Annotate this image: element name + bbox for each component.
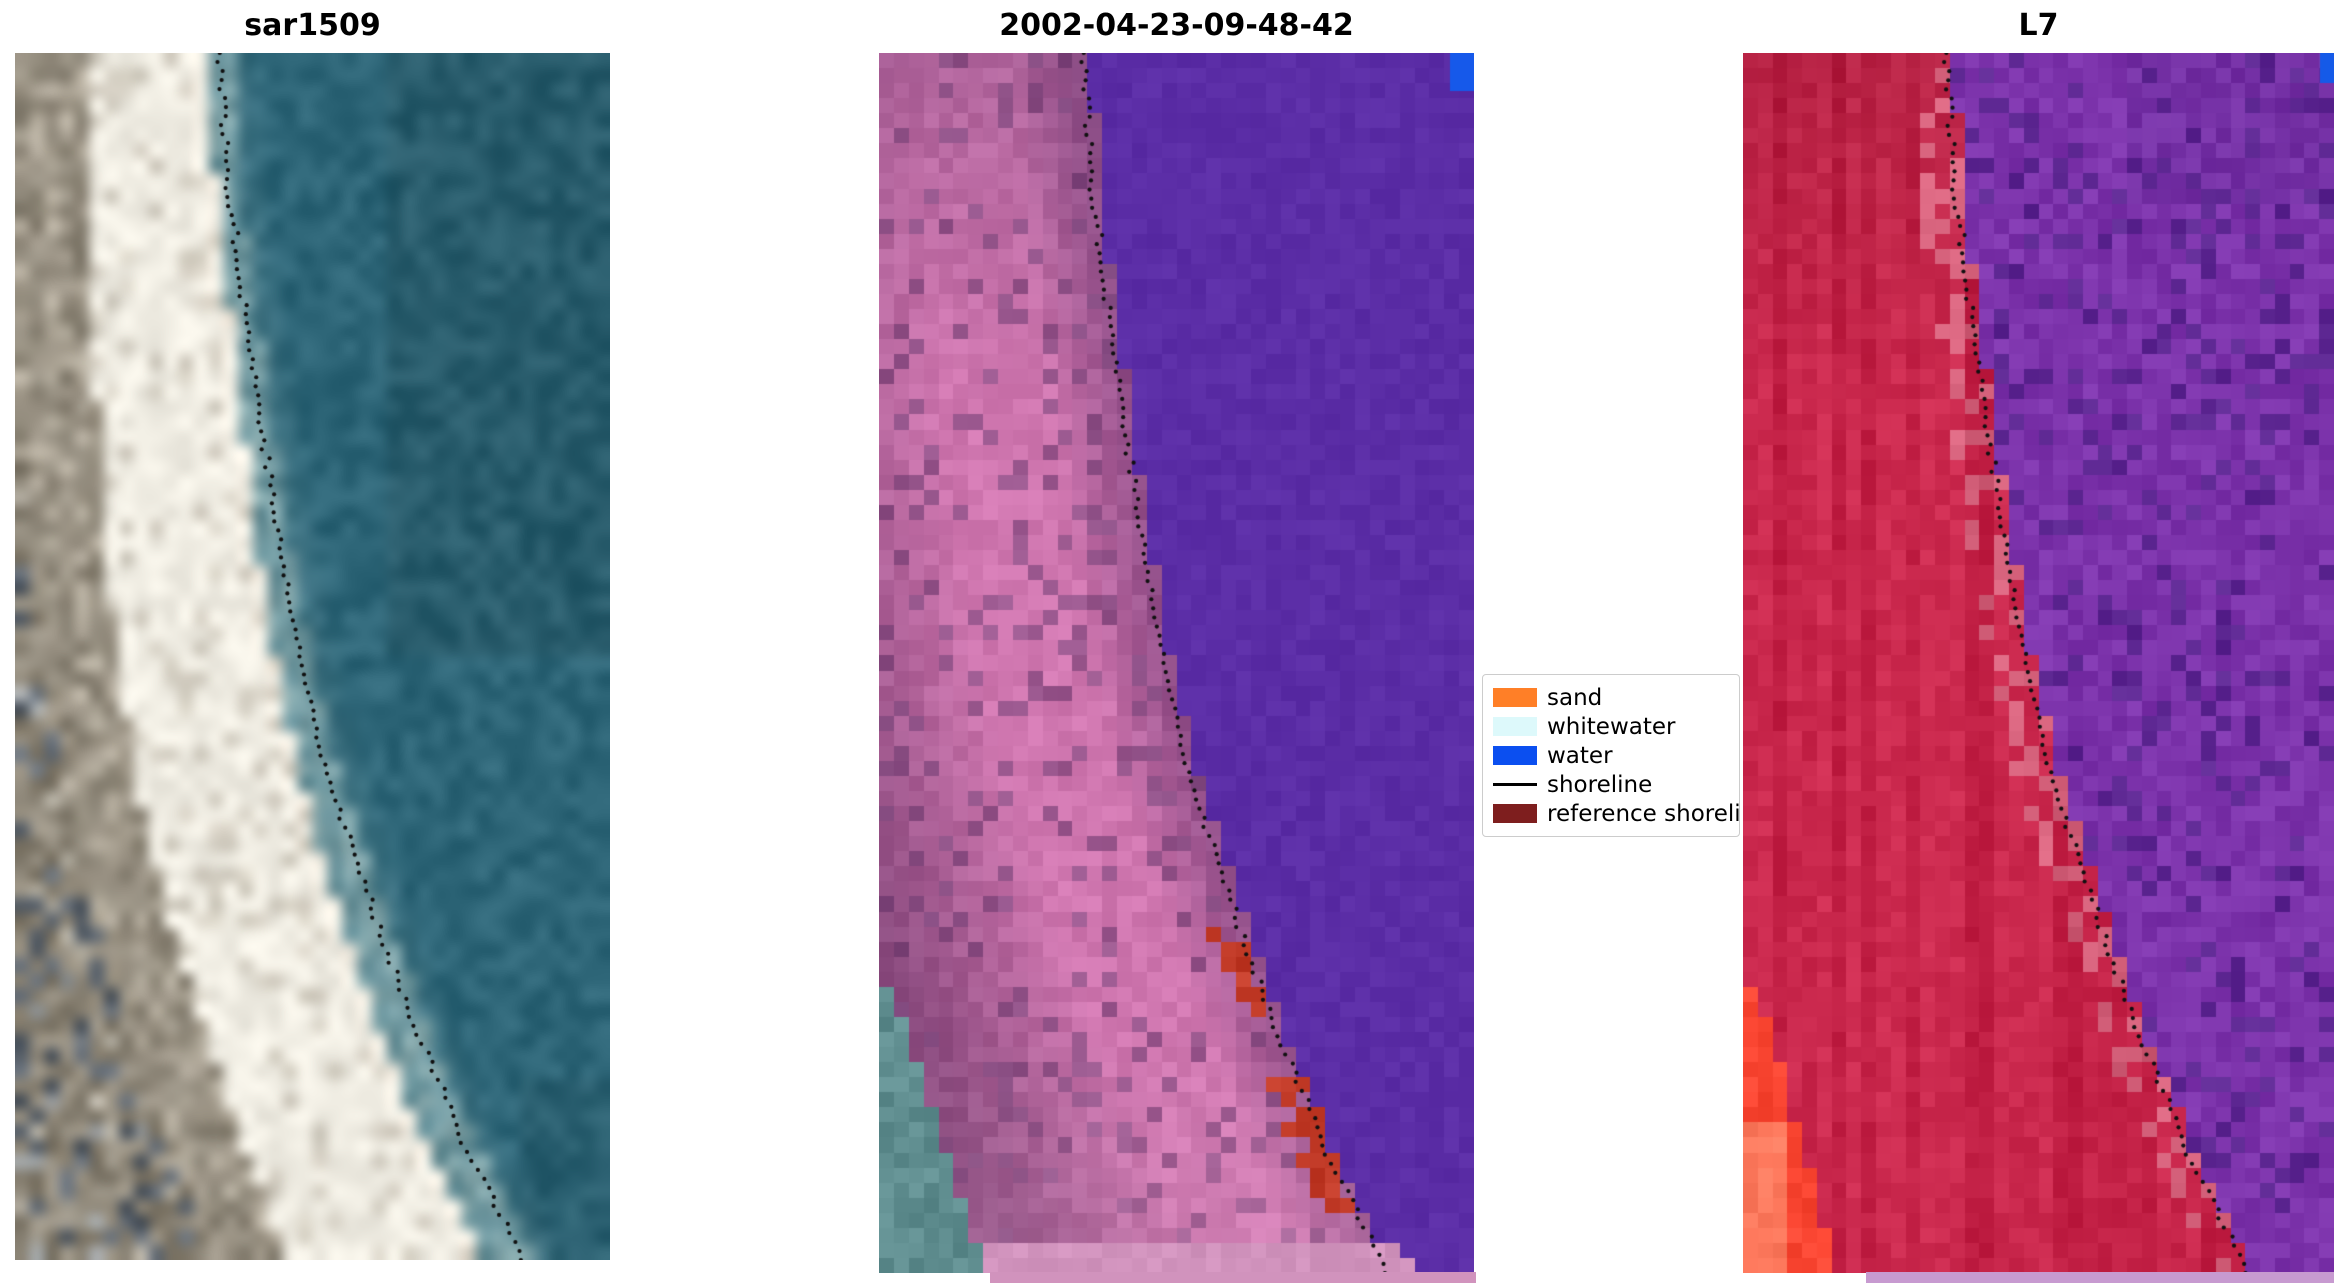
sand-swatch xyxy=(1493,688,1537,707)
shoreline-swatch xyxy=(1493,783,1537,786)
classified-image-2002-04-23 xyxy=(879,53,1474,1273)
legend-item-water: water xyxy=(1493,741,1739,770)
satellite-image-l7 xyxy=(1743,53,2334,1273)
whitewater-swatch xyxy=(1493,717,1537,736)
reference-shoreline-swatch xyxy=(1493,804,1537,823)
legend-item-reference-shoreline: reference shoreline xyxy=(1493,799,1739,828)
legend-label-water: water xyxy=(1547,742,1613,769)
legend-item-sand: sand xyxy=(1493,683,1739,712)
satellite-image-sar1509 xyxy=(15,53,610,1260)
legend-item-shoreline: shoreline xyxy=(1493,770,1739,799)
panel-title-date: 2002-04-23-09-48-42 xyxy=(999,8,1354,43)
legend-item-whitewater: whitewater xyxy=(1493,712,1739,741)
legend-label-shoreline: shoreline xyxy=(1547,771,1653,798)
legend: sand whitewater water shoreline referenc… xyxy=(1482,674,1740,837)
image-edge-strip-right xyxy=(1866,1272,2334,1283)
legend-label-sand: sand xyxy=(1547,684,1603,711)
water-swatch xyxy=(1493,746,1537,765)
legend-label-whitewater: whitewater xyxy=(1547,713,1676,740)
panel-title-sar1509: sar1509 xyxy=(244,8,381,43)
image-edge-strip-middle xyxy=(990,1272,1476,1283)
legend-label-reference-shoreline: reference shoreline xyxy=(1547,800,1739,827)
panel-title-l7: L7 xyxy=(2018,8,2059,43)
